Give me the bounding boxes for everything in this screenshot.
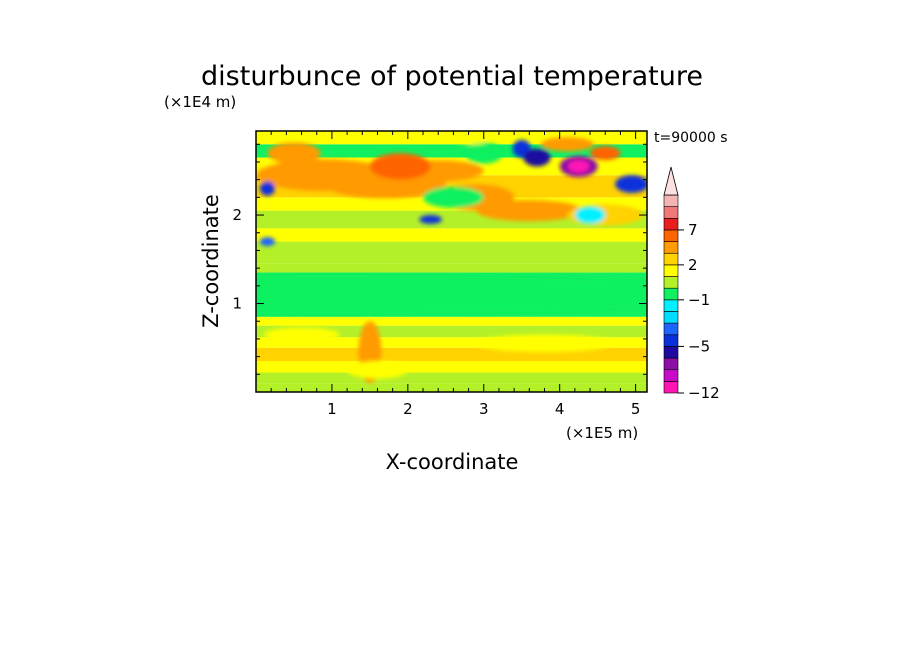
colorbar-swatch	[663, 206, 679, 219]
field-feature	[568, 160, 590, 173]
field-feature	[267, 142, 321, 164]
x-unit-label: (×1E5 m)	[566, 424, 638, 442]
field-band	[256, 337, 647, 348]
field-feature	[476, 200, 583, 222]
colorbar-swatch	[663, 322, 679, 336]
colorbar-swatch	[663, 241, 679, 254]
colorbar-tick-label: −12	[688, 384, 720, 402]
field-feature	[423, 186, 484, 208]
y-unit-label: (×1E4 m)	[164, 93, 236, 111]
field-feature	[476, 334, 613, 353]
colorbar-swatch	[663, 276, 679, 289]
colorbar-tick-label: −5	[688, 337, 710, 355]
colorbar-swatch	[663, 217, 679, 231]
field-feature	[464, 142, 503, 164]
field-feature	[263, 327, 340, 342]
field-band	[256, 241, 647, 264]
field-band	[256, 383, 647, 392]
plot-frame	[255, 130, 648, 393]
colorbar-tick-label: −1	[688, 291, 710, 309]
x-tick-label: 1	[327, 400, 337, 418]
field-feature	[347, 361, 408, 379]
field-band	[256, 263, 647, 273]
field-band	[256, 361, 647, 373]
field-feature	[615, 175, 647, 193]
x-tick-label: 4	[555, 400, 565, 418]
x-tick-label: 5	[631, 400, 641, 418]
colorbar-swatch	[663, 311, 679, 324]
x-axis-label: X-coordinate	[386, 450, 519, 474]
axis-ticks: 1 2 3 4 5 1 2	[232, 131, 647, 418]
colorbar-swatch	[663, 264, 679, 277]
field-feature	[259, 237, 275, 247]
field-feature	[256, 275, 647, 315]
field-feature	[369, 153, 431, 180]
colorbar-swatch	[663, 299, 679, 312]
chart-title: disturbunce of potential temperature	[201, 61, 703, 92]
y-tick-label: 1	[232, 295, 242, 313]
field-feature	[419, 215, 443, 224]
y-tick-label: 2	[232, 206, 242, 224]
y-axis-label: Z-coordinate	[199, 194, 223, 328]
field-feature	[540, 137, 594, 152]
colorbar: 7 2 −1 −5 −12	[663, 166, 720, 402]
colorbar-swatch	[663, 252, 679, 266]
colorbar-swatch	[663, 194, 679, 207]
colorbar-extend-arrow	[663, 166, 679, 196]
field-feature	[574, 206, 606, 224]
field-feature	[590, 146, 621, 161]
colorbar-tick-label: 2	[688, 256, 698, 274]
field-band	[256, 325, 647, 338]
colorbar-tick-label: 7	[688, 221, 698, 239]
colorbar-swatch	[663, 229, 679, 242]
field-band	[256, 228, 647, 242]
colorbar-swatch	[663, 369, 679, 382]
field-band	[256, 316, 647, 326]
field-band	[256, 372, 647, 384]
field-feature	[259, 181, 275, 196]
x-tick-label: 3	[479, 400, 489, 418]
contour-field	[256, 131, 647, 392]
colorbar-swatch	[663, 334, 679, 347]
colorbar-swatch	[663, 381, 679, 394]
colorbar-swatch	[663, 287, 679, 301]
time-label: t=90000 s	[654, 130, 728, 146]
field-feature	[523, 148, 551, 167]
colorbar-swatch	[663, 357, 679, 371]
x-tick-label: 2	[403, 400, 413, 418]
field-feature	[457, 135, 488, 145]
colorbar-swatch	[663, 346, 679, 359]
